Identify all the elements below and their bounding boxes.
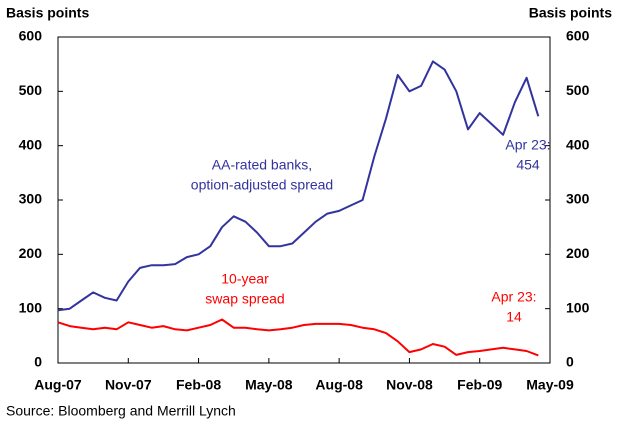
x-tick-label: Aug-07 xyxy=(34,377,82,393)
annotation: swap spread xyxy=(205,291,284,307)
y2-tick-label: 400 xyxy=(566,136,590,152)
y2-tick-label: 300 xyxy=(566,191,590,207)
series-line xyxy=(57,60,540,312)
annotation: 14 xyxy=(506,309,522,325)
y2-tick-label: 0 xyxy=(566,354,574,370)
y2-tick-label: 600 xyxy=(566,28,590,44)
annotation: 10-year xyxy=(221,271,269,287)
y-tick-label: 300 xyxy=(19,191,43,207)
y-tick-label: 0 xyxy=(34,354,42,370)
y2-tick-label: 500 xyxy=(566,82,590,98)
y-tick-label: 400 xyxy=(19,136,43,152)
y2-tick-label: 100 xyxy=(566,299,590,315)
y2-tick-label: 200 xyxy=(566,245,590,261)
plot-frame xyxy=(57,36,551,364)
x-tick-label: Aug-08 xyxy=(315,377,363,393)
y-tick-label: 200 xyxy=(19,245,43,261)
source: Source: Bloomberg and Merrill Lynch xyxy=(6,403,236,419)
y2-axis-label: Basis points xyxy=(529,5,612,21)
annotation: Apr 23: xyxy=(505,137,550,153)
x-tick-label: May-09 xyxy=(526,377,574,393)
y-axis-label: Basis points xyxy=(6,5,89,21)
y-tick-label: 100 xyxy=(19,299,43,315)
annotation: Apr 23: xyxy=(491,289,536,305)
annotation: 454 xyxy=(516,157,540,173)
y-tick-label: 600 xyxy=(19,28,43,44)
x-tick-label: Feb-08 xyxy=(176,377,221,393)
x-tick-label: May-08 xyxy=(245,377,293,393)
x-tick-label: Nov-08 xyxy=(386,377,433,393)
annotation: option-adjusted spread xyxy=(191,177,333,193)
x-tick-label: Nov-07 xyxy=(105,377,152,393)
x-tick-label: Feb-09 xyxy=(457,377,502,393)
series-line xyxy=(57,318,539,357)
annotation: AA-rated banks, xyxy=(212,157,312,173)
y-tick-label: 500 xyxy=(19,82,43,98)
